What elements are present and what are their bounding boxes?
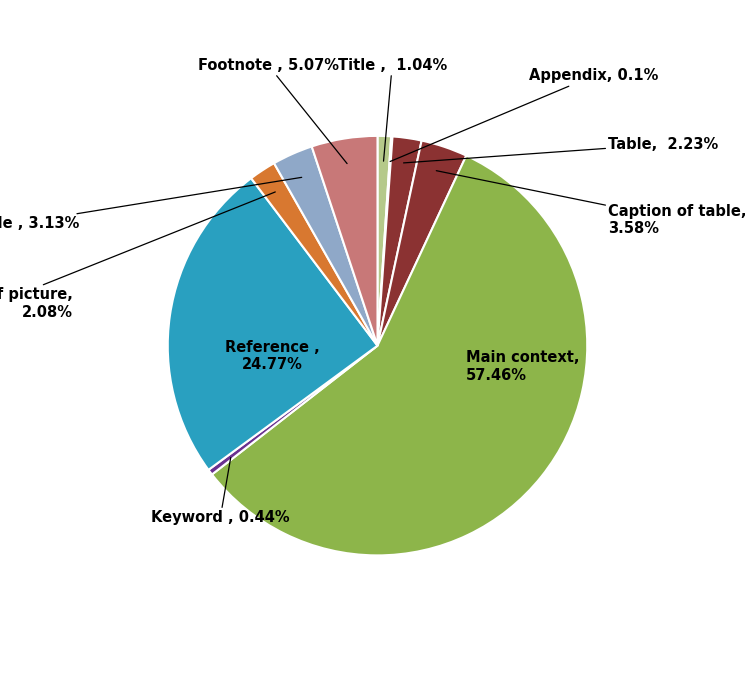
Wedge shape <box>312 136 378 345</box>
Wedge shape <box>378 141 467 345</box>
Wedge shape <box>378 136 391 345</box>
Wedge shape <box>212 156 587 555</box>
Text: Title ,  1.04%: Title , 1.04% <box>337 58 447 161</box>
Text: Footnote , 5.07%: Footnote , 5.07% <box>198 58 347 163</box>
Wedge shape <box>251 163 378 345</box>
Text: Appendix, 0.1%: Appendix, 0.1% <box>390 68 658 161</box>
Text: Caption of table,
3.58%: Caption of table, 3.58% <box>436 171 747 236</box>
Text: Keyword , 0.44%: Keyword , 0.44% <box>151 458 290 525</box>
Wedge shape <box>274 146 378 345</box>
Wedge shape <box>208 345 378 475</box>
Wedge shape <box>378 136 393 345</box>
Text: Table,  2.23%: Table, 2.23% <box>404 137 719 163</box>
Text: Caption of picture,
2.08%: Caption of picture, 2.08% <box>0 192 276 320</box>
Text: Main context,
57.46%: Main context, 57.46% <box>466 350 579 383</box>
Text: Reference ,
24.77%: Reference , 24.77% <box>225 340 320 372</box>
Wedge shape <box>378 136 421 345</box>
Wedge shape <box>168 179 378 470</box>
Text: Subtitle , 3.13%: Subtitle , 3.13% <box>0 177 302 231</box>
